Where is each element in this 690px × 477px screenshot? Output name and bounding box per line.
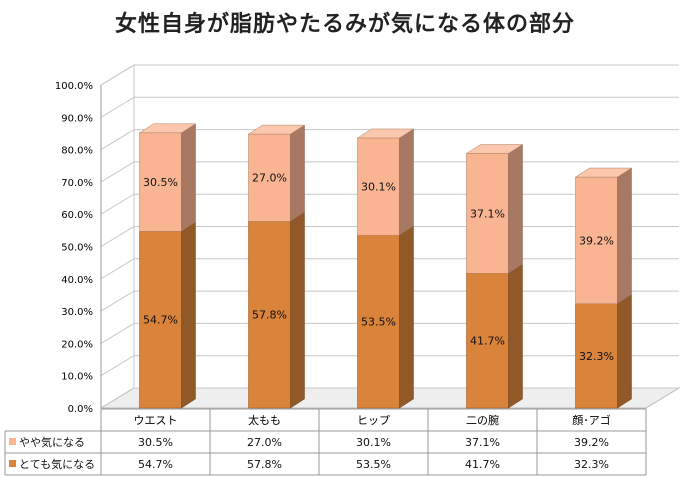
y-tick-label: 50.0% bbox=[61, 243, 93, 254]
data-label: 27.0% bbox=[252, 172, 287, 185]
bar-side bbox=[181, 123, 196, 232]
category-label: ヒップ bbox=[357, 414, 390, 427]
data-label: 57.8% bbox=[252, 309, 287, 322]
y-tick-label: 100.0% bbox=[55, 81, 93, 92]
bar-side bbox=[617, 294, 632, 409]
bar-front bbox=[575, 303, 618, 409]
y-tick-label: 60.0% bbox=[61, 210, 93, 221]
table-cell: 30.5% bbox=[138, 436, 173, 449]
legend-swatch bbox=[9, 460, 16, 467]
table-cell: 37.1% bbox=[465, 436, 500, 449]
gridline bbox=[100, 64, 679, 86]
category-label: 顔･アゴ bbox=[572, 413, 611, 427]
data-label: 32.3% bbox=[579, 350, 614, 363]
gridline bbox=[100, 129, 679, 151]
gridline bbox=[100, 96, 679, 118]
y-tick-label: 20.0% bbox=[61, 339, 93, 350]
bar-top bbox=[465, 144, 524, 154]
category-label: ウエスト bbox=[134, 414, 178, 427]
bar-side bbox=[399, 128, 414, 236]
y-tick-label: 10.0% bbox=[61, 372, 93, 383]
table-cell: 39.2% bbox=[574, 436, 609, 449]
bar-side bbox=[290, 124, 305, 222]
bar-side bbox=[508, 144, 523, 274]
bar-front bbox=[575, 176, 618, 304]
data-label: 54.7% bbox=[143, 314, 178, 327]
category-label: 二の腕 bbox=[466, 413, 499, 427]
category-label: 太もも bbox=[248, 414, 281, 427]
legend-label: やや気になる bbox=[19, 435, 85, 449]
chart-title: 女性自身が脂肪やたるみが気になる体の部分 bbox=[114, 12, 575, 37]
bar-top bbox=[356, 128, 415, 139]
bar-top bbox=[247, 124, 306, 135]
y-tick-label: 80.0% bbox=[61, 146, 93, 157]
legend-label: とても気になる bbox=[19, 457, 95, 471]
table-cell: 54.7% bbox=[138, 458, 173, 471]
bar-front bbox=[466, 273, 509, 409]
bar-front bbox=[139, 231, 182, 409]
bar-front bbox=[139, 132, 182, 232]
y-tick-label: 70.0% bbox=[61, 178, 93, 189]
bar-front bbox=[466, 153, 509, 274]
table-cell: 41.7% bbox=[465, 458, 500, 471]
data-label: 37.1% bbox=[470, 207, 505, 220]
y-tick-label: 30.0% bbox=[61, 307, 93, 318]
legend-swatch bbox=[9, 438, 16, 445]
table-cell: 57.8% bbox=[247, 458, 282, 471]
data-label: 30.1% bbox=[361, 181, 396, 194]
bar-front bbox=[357, 137, 400, 236]
data-label: 53.5% bbox=[361, 316, 396, 329]
y-tick-label: 0.0% bbox=[68, 404, 93, 415]
bar-side bbox=[290, 211, 305, 409]
y-tick-label: 40.0% bbox=[61, 275, 93, 286]
table-cell: 32.3% bbox=[574, 458, 609, 471]
bar-side bbox=[617, 167, 632, 305]
bar-side bbox=[508, 263, 523, 409]
bar-side bbox=[181, 221, 196, 409]
bar-side bbox=[399, 225, 414, 409]
bar-top bbox=[138, 123, 197, 134]
y-tick-label: 90.0% bbox=[61, 113, 93, 124]
bar-front bbox=[357, 234, 400, 409]
data-label: 41.7% bbox=[470, 335, 505, 348]
data-label: 30.5% bbox=[143, 176, 178, 189]
bar-top bbox=[574, 167, 633, 178]
data-label: 39.2% bbox=[579, 234, 614, 247]
table-cell: 30.1% bbox=[356, 436, 391, 449]
table-cell: 27.0% bbox=[247, 436, 282, 449]
bar-front bbox=[248, 133, 291, 222]
table-cell: 53.5% bbox=[356, 458, 391, 471]
